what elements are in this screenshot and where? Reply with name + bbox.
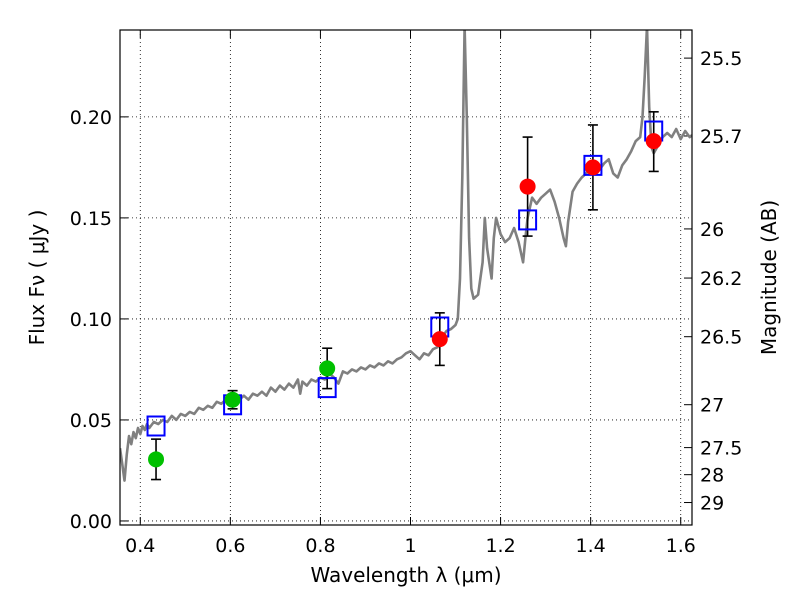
y-tick-label: 0.05 (70, 410, 112, 432)
model-square-point (146, 415, 166, 437)
model-square-point (518, 209, 538, 231)
mag-tick-label: 26.2 (700, 268, 742, 290)
x-tick-label: 1.4 (576, 535, 606, 557)
mag-tick-label: 25.5 (700, 48, 742, 70)
x-tick-label: 0.4 (125, 535, 155, 557)
photometry-point (645, 133, 662, 150)
x-tick-label: 0.6 (215, 535, 245, 557)
mag-tick-label: 25.7 (700, 126, 742, 148)
photometry-point (431, 331, 448, 348)
y-tick-label: 0.20 (70, 107, 112, 129)
y-tick-label: 0.00 (70, 511, 112, 533)
data-marks (146, 111, 664, 481)
photometry-point (224, 391, 241, 408)
mag-tick-label: 28 (700, 465, 724, 487)
x-tick-label: 1 (404, 535, 416, 557)
mag-tick-label: 26 (700, 219, 724, 241)
y-tick-label: 0.15 (70, 208, 112, 230)
y-axis-label-left: Flux Fν ( μJy ) (25, 210, 49, 346)
x-tick-label: 0.8 (305, 535, 335, 557)
x-tick-label: 1.2 (485, 535, 515, 557)
x-axis-label: Wavelength λ (μm) (310, 563, 501, 587)
tick-labels: 0.4 0.6 0.8 1 1.2 1.4 1.6 0.00 0.05 0.10 0.15 0.20 2… (70, 48, 743, 557)
mag-tick-label: 27.5 (700, 438, 742, 460)
plot-frame (119, 29, 693, 526)
photometry-point (319, 360, 336, 377)
mag-tick-label: 26.5 (700, 327, 742, 349)
photometry-point (148, 451, 165, 468)
mag-tick-label: 27 (700, 395, 724, 417)
grid (120, 30, 692, 525)
y-tick-label: 0.10 (70, 309, 112, 331)
mag-tick-label: 29 (700, 493, 724, 515)
x-tick-label: 1.6 (666, 535, 696, 557)
model-square-point (317, 377, 337, 399)
y-axis-label-right: Magnitude (AB) (757, 200, 781, 355)
ticks (120, 30, 692, 525)
photometry-point (519, 178, 536, 195)
photometry-point (584, 159, 601, 176)
